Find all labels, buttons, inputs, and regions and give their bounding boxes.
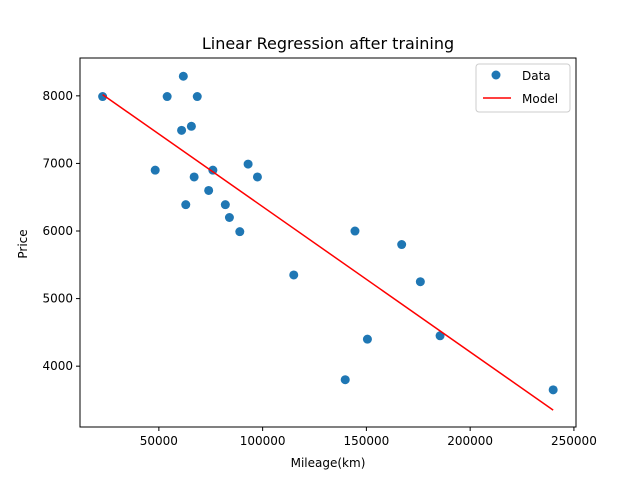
axes-frame	[79, 57, 577, 428]
data-point	[189, 172, 199, 182]
data-point	[235, 227, 245, 237]
data-point	[548, 385, 558, 395]
data-point	[252, 172, 262, 182]
data-point	[289, 270, 299, 280]
data-point	[243, 159, 253, 169]
x-tick-label: 150000	[343, 434, 389, 448]
x-axis-label: Mileage(km)	[291, 456, 366, 470]
y-tick-label: 4000	[42, 359, 73, 373]
data-point	[177, 125, 187, 135]
data-point	[178, 71, 188, 81]
model-line	[102, 94, 554, 411]
data-point	[98, 92, 108, 102]
legend: Data Model	[475, 63, 571, 113]
data-point	[186, 121, 196, 131]
y-tick-label: 7000	[42, 156, 73, 170]
data-point	[208, 165, 218, 175]
y-tick-label: 6000	[42, 224, 73, 238]
x-tick-label: 50000	[140, 434, 178, 448]
data-point	[220, 200, 230, 210]
chart-title: Linear Regression after training	[202, 34, 454, 53]
plot-area	[79, 57, 577, 428]
data-point	[435, 331, 445, 341]
legend-label-data: Data	[522, 69, 551, 83]
data-point	[415, 277, 425, 287]
data-point	[150, 165, 160, 175]
legend-label-model: Model	[522, 92, 558, 106]
data-point	[340, 375, 350, 385]
data-point	[162, 92, 172, 102]
y-axis: 4000 5000 6000 7000 8000	[42, 89, 80, 373]
x-tick-label: 100000	[240, 434, 286, 448]
data-point	[362, 334, 372, 344]
data-marks	[98, 71, 558, 411]
data-point	[204, 185, 214, 195]
data-point	[224, 212, 234, 222]
data-point	[350, 226, 360, 236]
x-tick-label: 250000	[551, 434, 597, 448]
legend-marker-data	[491, 70, 501, 80]
y-tick-label: 5000	[42, 292, 73, 306]
x-axis: 50000 100000 150000 200000 250000	[140, 427, 597, 448]
y-tick-label: 8000	[42, 89, 73, 103]
data-point	[181, 200, 191, 210]
y-axis-label: Price	[16, 229, 30, 258]
x-tick-label: 200000	[447, 434, 493, 448]
data-point	[397, 240, 407, 250]
data-point	[192, 92, 202, 102]
